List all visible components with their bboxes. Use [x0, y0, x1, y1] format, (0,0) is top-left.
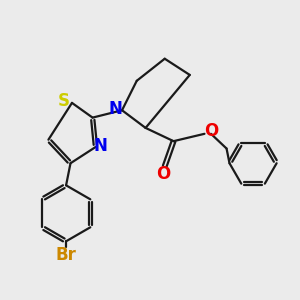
- Text: S: S: [58, 92, 70, 110]
- Text: O: O: [204, 122, 218, 140]
- Text: N: N: [109, 100, 122, 118]
- Text: O: O: [156, 165, 170, 183]
- Text: Br: Br: [56, 245, 76, 263]
- Text: N: N: [94, 136, 108, 154]
